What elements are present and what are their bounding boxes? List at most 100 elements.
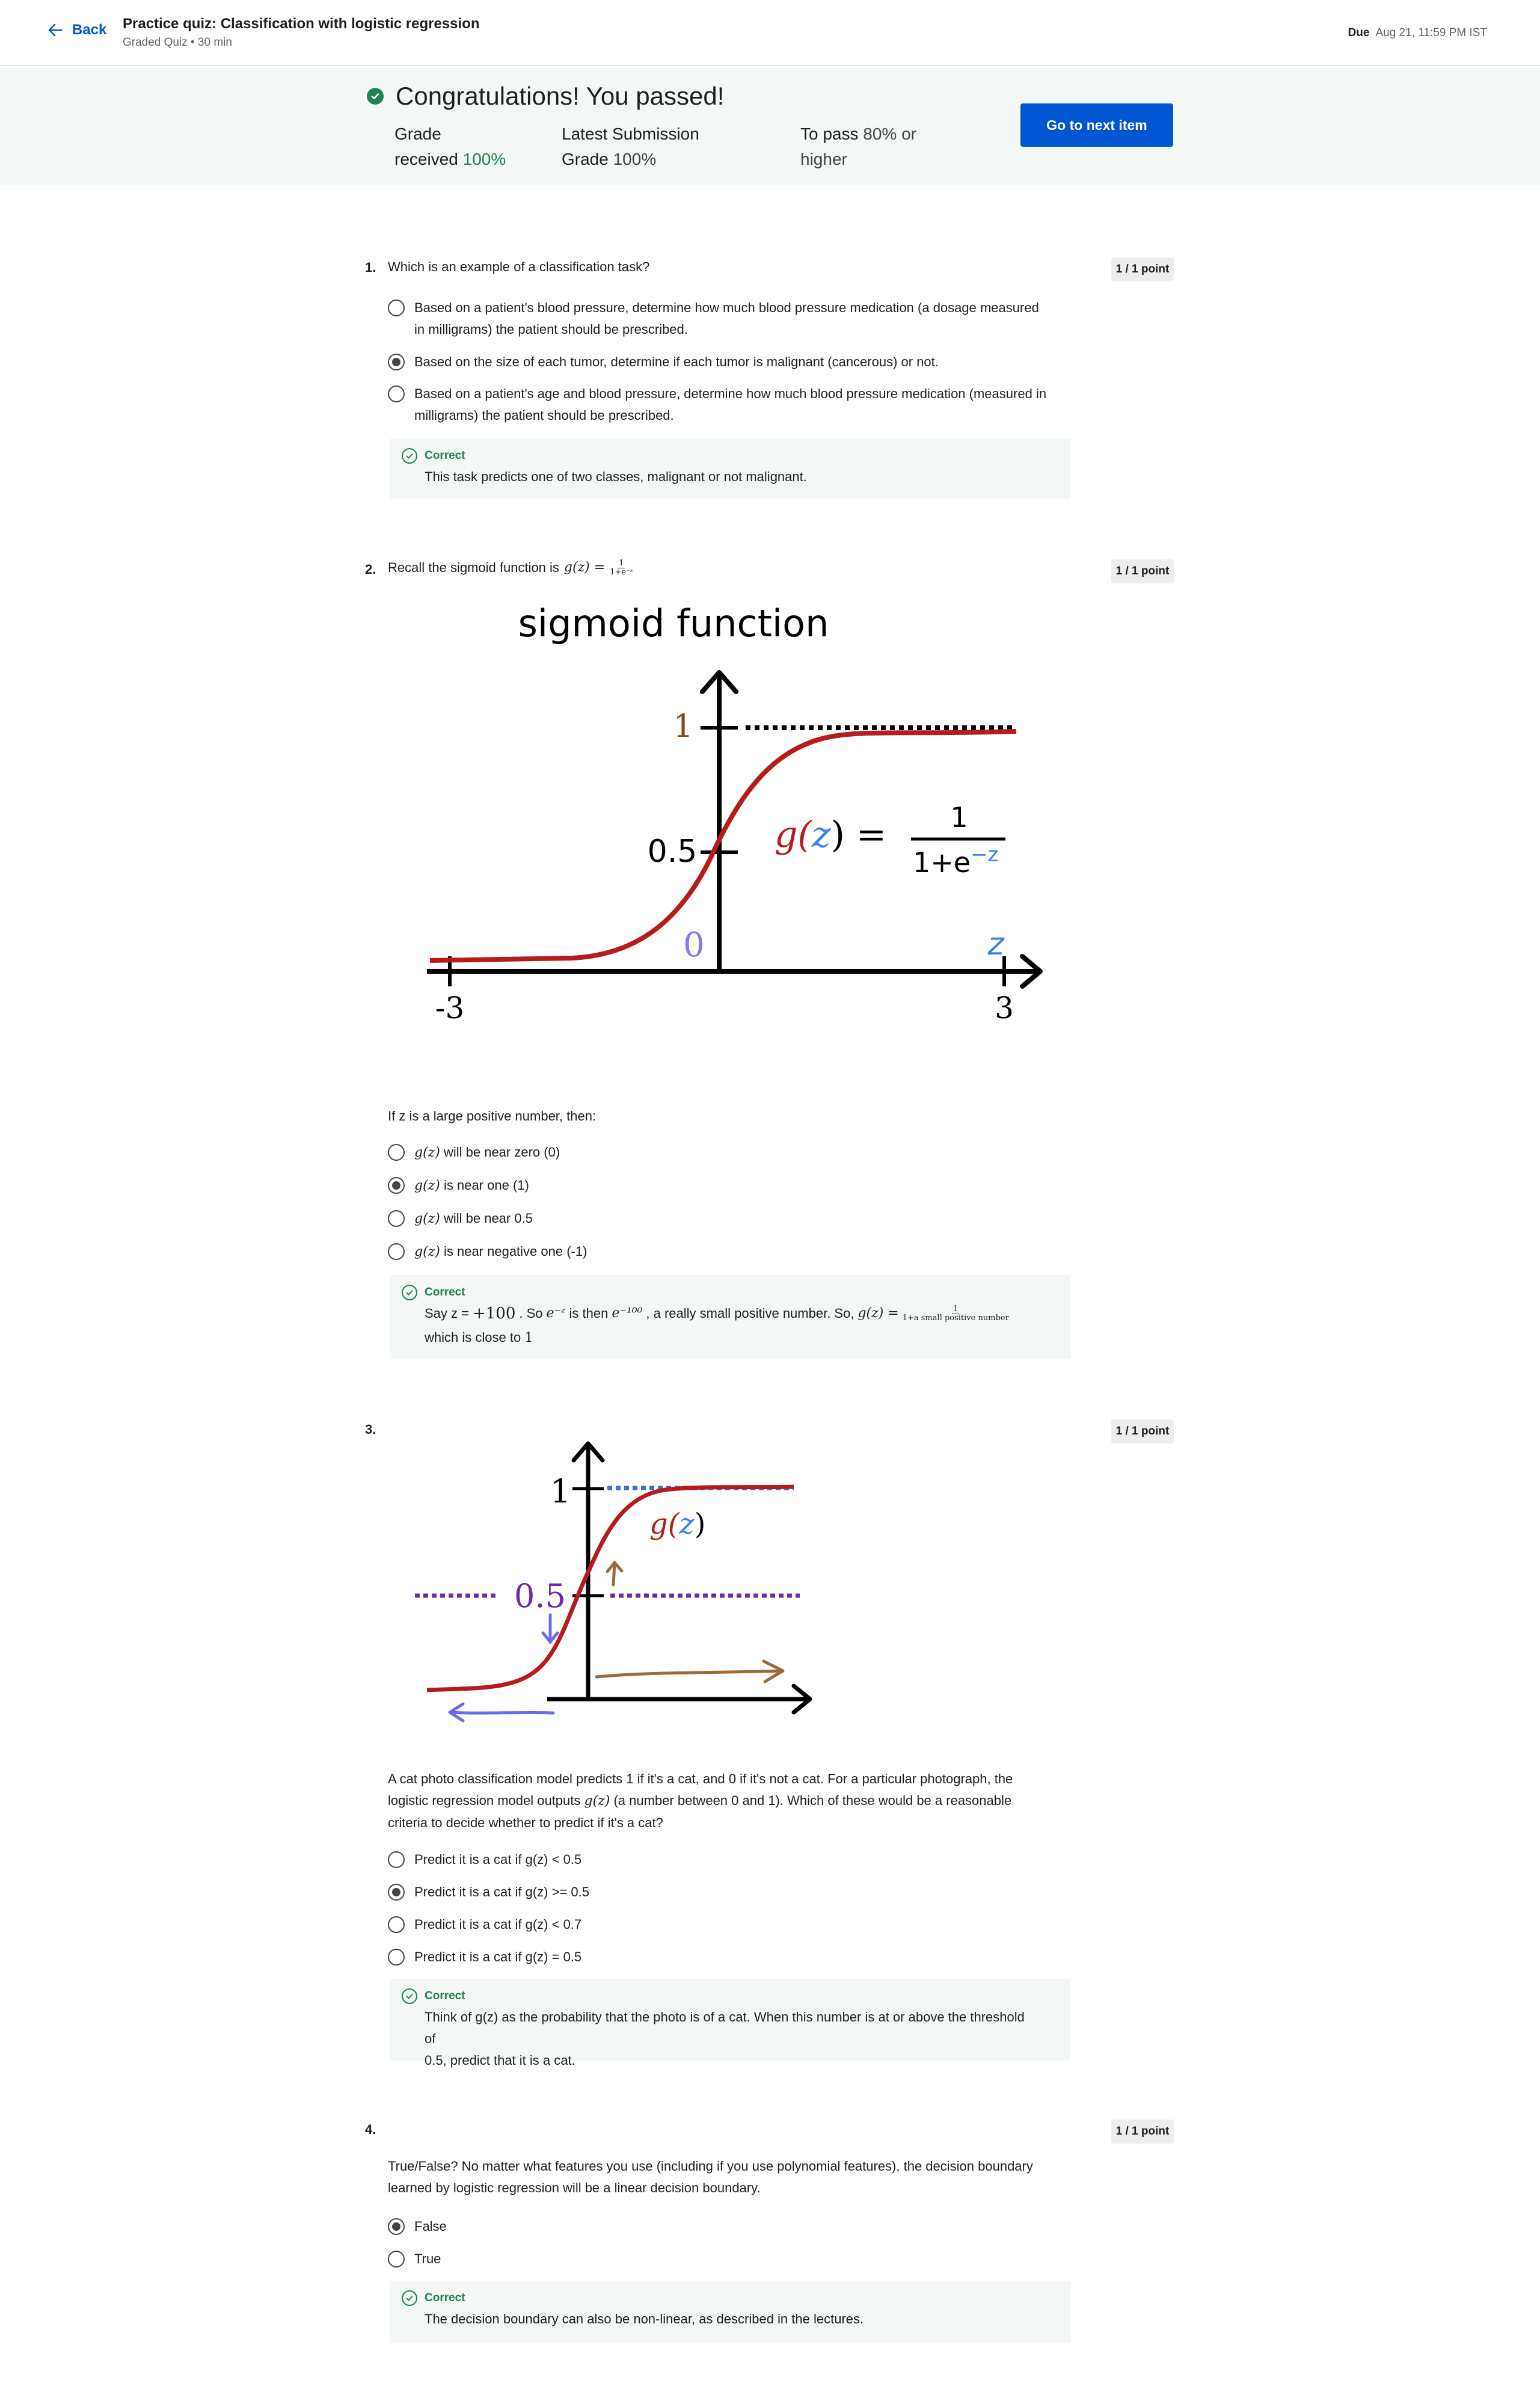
question-line: criteria to decide whether to predict if… <box>388 1815 663 1830</box>
feedback-text: The decision boundary can also be non-li… <box>425 2311 864 2326</box>
option-label: False <box>414 2219 447 2234</box>
equation-label: g(z) <box>649 1507 705 1541</box>
option-label: Based on a patient's blood pressure, det… <box>414 297 1039 340</box>
feedback-text: This task predicts one of two classes, m… <box>425 469 807 484</box>
feedback-header: Correct <box>402 448 1035 464</box>
answer-option[interactable]: Predict it is a cat if g(z) < 0.5 <box>388 1849 581 1871</box>
question-number: 2. <box>365 562 376 577</box>
answer-option[interactable]: Predict it is a cat if g(z) = 0.5 <box>388 1946 581 1968</box>
answer-option[interactable]: Based on the size of each tumor, determi… <box>388 351 939 373</box>
option-math: g(z) <box>414 1211 440 1226</box>
option-line: Based on a patient's age and blood press… <box>414 386 1047 401</box>
equation-close: ) = <box>830 814 886 856</box>
answer-option[interactable]: g(z) will be near zero (0) <box>388 1142 560 1164</box>
up-arrow <box>606 1560 624 1587</box>
check-icon <box>402 448 417 464</box>
answer-option[interactable]: Predict it is a cat if g(z) >= 0.5 <box>388 1881 589 1903</box>
equation-close: ) <box>695 1507 706 1541</box>
sigmoid-curve <box>426 1484 794 1692</box>
back-label: Back <box>72 22 107 38</box>
result-banner: Congratulations! You passed! Grade recei… <box>0 67 1540 185</box>
sigmoid-curve <box>429 729 1017 963</box>
answer-option[interactable]: Predict it is a cat if g(z) < 0.7 <box>388 1914 581 1935</box>
equation-denominator-base: 1+e <box>913 846 971 879</box>
pass-message: Congratulations! You passed! <box>367 82 724 111</box>
question-text: A cat photo classification model predict… <box>388 1768 1013 1834</box>
radio-button[interactable] <box>388 1144 405 1161</box>
fb-math: e⁻¹⁰⁰ <box>612 1306 643 1321</box>
radio-button[interactable] <box>388 1210 405 1227</box>
feedback-text-line2: which is close to 1 <box>425 1327 1035 1349</box>
feedback-box: Correct Say z = +100 . So e⁻ᶻ is then e⁻… <box>390 1275 1070 1359</box>
latest-value: 100% <box>613 150 657 168</box>
answer-option[interactable]: g(z) will be near 0.5 <box>388 1208 533 1230</box>
due-value: Aug 21, 11:59 PM IST <box>1375 26 1487 39</box>
pass-value: 80% or <box>863 125 916 143</box>
down-arrow <box>541 1613 559 1645</box>
arrow-left-icon <box>48 23 63 37</box>
radio-button[interactable] <box>388 1916 405 1933</box>
option-math: g(z) <box>414 1178 440 1193</box>
option-math: g(z) <box>414 1145 440 1160</box>
feedback-text: Think of g(z) as the probability that th… <box>425 2006 1035 2071</box>
threshold-figure: 1 0.5 g(z) <box>415 1441 812 1723</box>
fb-part: Say z = <box>425 1306 469 1321</box>
points-badge: 1 / 1 point <box>1111 1419 1174 1443</box>
answer-option[interactable]: True <box>388 2248 441 2270</box>
label-z-axis: z <box>987 926 1005 962</box>
x-axis-arrowhead <box>791 1683 812 1715</box>
option-text: is near one (1) <box>443 1178 529 1193</box>
answer-option[interactable]: g(z) is near negative one (-1) <box>388 1241 587 1263</box>
radio-button-selected[interactable] <box>388 1177 405 1194</box>
answer-option[interactable]: Based on a patient's age and blood press… <box>388 383 1046 426</box>
feedback-header: Correct <box>402 1988 1035 2004</box>
feedback-text: Say z = +100 . So e⁻ᶻ is then e⁻¹⁰⁰ , a … <box>425 1303 1035 1324</box>
x-axis-arrowhead <box>1020 954 1043 989</box>
option-text: will be near 0.5 <box>443 1211 533 1226</box>
fraction-numerator: 1 <box>618 558 625 568</box>
feedback-box: Correct Think of g(z) as the probability… <box>390 1979 1070 2068</box>
radio-button[interactable] <box>388 2251 405 2267</box>
radio-button-selected[interactable] <box>388 2218 405 2235</box>
question-line: logistic regression model outputs g(z) (… <box>388 1790 1013 1812</box>
feedback-box: Correct This task predicts one of two cl… <box>390 438 1070 499</box>
option-label: Predict it is a cat if g(z) < 0.5 <box>414 1852 582 1867</box>
label-y-one: 1 <box>550 1472 571 1510</box>
feedback-box: Correct The decision boundary can also b… <box>390 2281 1070 2343</box>
option-label: g(z) is near negative one (-1) <box>414 1241 587 1263</box>
equation-denominator-exp: −z <box>971 843 998 867</box>
question-line: A cat photo classification model predict… <box>388 1771 1013 1786</box>
radio-button-selected[interactable] <box>388 1884 405 1901</box>
fb-math: 1 <box>524 1330 533 1345</box>
radio-button[interactable] <box>388 1243 405 1260</box>
y-axis-arrowhead <box>700 670 738 694</box>
due-label: Due <box>1348 26 1370 39</box>
latest-label-2: Grade <box>562 150 609 168</box>
label-x-max: 3 <box>995 991 1014 1025</box>
radio-button-selected[interactable] <box>388 354 405 370</box>
answer-option[interactable]: Based on a patient's blood pressure, det… <box>388 297 1039 340</box>
radio-button[interactable] <box>388 386 405 402</box>
option-label: Based on the size of each tumor, determi… <box>414 354 939 369</box>
back-link[interactable]: Back <box>47 22 106 38</box>
feedback-header: Correct <box>402 1285 1035 1300</box>
check-icon <box>402 1988 417 2004</box>
latest-submission-grade: Latest Submission Grade 100% <box>562 121 699 172</box>
radio-button[interactable] <box>388 1949 405 1966</box>
question-line: learned by logistic regression will be a… <box>388 2180 761 2195</box>
radio-button[interactable] <box>388 1851 405 1868</box>
next-item-button[interactable]: Go to next item <box>1020 103 1173 147</box>
answer-option[interactable]: g(z) is near one (1) <box>388 1175 529 1197</box>
feedback-label: Correct <box>425 1286 465 1299</box>
formula-fraction: 1 1+e⁻ᶻ <box>610 559 633 577</box>
option-label: g(z) will be near 0.5 <box>414 1208 533 1230</box>
radio-button[interactable] <box>388 300 405 316</box>
fraction-denominator: 1+a small positive number <box>902 1313 1009 1323</box>
answer-option[interactable]: False <box>388 2216 447 2237</box>
feedback-label: Correct <box>425 449 465 462</box>
option-math: g(z) <box>414 1244 440 1259</box>
fb-part: . So <box>519 1306 543 1321</box>
question-text: True/False? No matter what features you … <box>388 2156 1033 2199</box>
equation-denominator: 1+e−z <box>913 843 998 879</box>
question-part: (a number between 0 and 1). Which of the… <box>613 1793 1012 1808</box>
